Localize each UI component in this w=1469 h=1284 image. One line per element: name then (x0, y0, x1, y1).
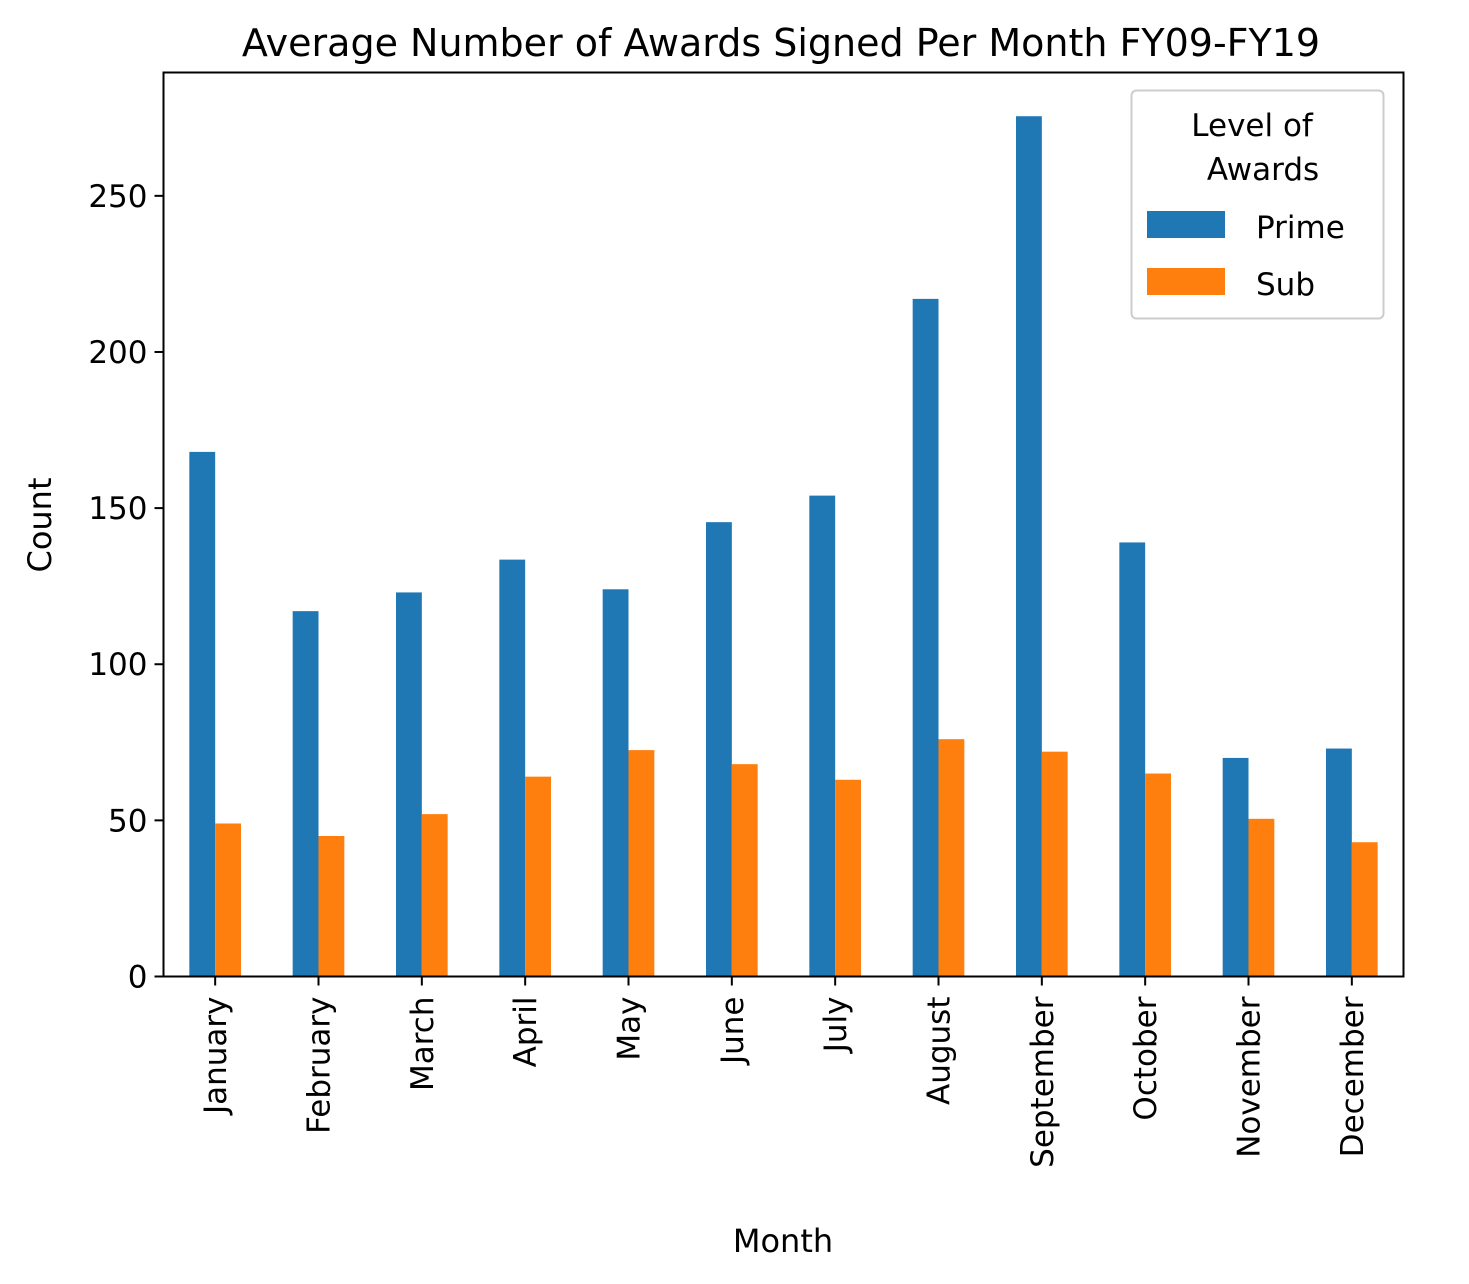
x-tick-label: January (198, 997, 234, 1117)
bar-prime-november (1222, 757, 1249, 977)
bar-prime-april (499, 559, 526, 977)
bar-prime-december (1326, 748, 1352, 977)
y-axis: 0 50 100 150 200 250 (88, 179, 164, 996)
x-tick-label: June (715, 997, 751, 1067)
legend-label-sub: Sub (1256, 267, 1315, 303)
bar-sub-august (938, 739, 965, 977)
bar-sub-july (835, 779, 861, 977)
bar-prime-march (396, 592, 422, 977)
x-axis: January February March April May June July Augu… (198, 976, 1371, 1168)
chart-title: Average Number of Awards Signed Per Mont… (242, 21, 1320, 65)
bar-sub-november (1248, 818, 1275, 977)
legend-label-prime: Prime (1256, 210, 1345, 246)
legend-swatch-sub (1147, 268, 1225, 295)
x-tick-label: August (922, 997, 958, 1106)
x-axis-label: Month (733, 1222, 833, 1260)
y-tick-label: 100 (88, 647, 147, 683)
x-tick-label: October (1128, 996, 1164, 1120)
x-tick-label: May (612, 997, 648, 1061)
legend: Level of Awards Prime Sub (1130, 89, 1385, 320)
bar-sub-february (318, 835, 345, 977)
bar-sub-january (215, 823, 241, 977)
bar-prime-september (1016, 116, 1042, 977)
bar-prime-june (706, 522, 732, 977)
y-tick-label: 50 (108, 803, 147, 839)
bar-prime-october (1119, 542, 1146, 977)
x-tick-label: March (405, 997, 441, 1092)
bar-sub-september (1041, 751, 1068, 977)
bar-prime-may (602, 589, 629, 977)
bar-prime-january (189, 451, 216, 977)
legend-swatch-prime (1147, 211, 1225, 238)
bar-sub-march (421, 814, 448, 977)
bar-sub-june (731, 764, 758, 977)
y-axis-label: Count (21, 477, 59, 572)
legend-box (1130, 89, 1385, 320)
y-tick-label: 150 (88, 491, 147, 527)
bar-prime-august (912, 298, 939, 977)
legend-title: Level of Awards (1191, 108, 1322, 188)
bar-sub-december (1351, 842, 1378, 977)
bar-prime-february (292, 611, 319, 977)
legend-title-line-2: Awards (1207, 152, 1319, 188)
x-tick-label: November (1232, 996, 1268, 1158)
bars-layer (189, 116, 1378, 977)
y-tick-label: 200 (88, 335, 147, 371)
y-tick-label: 250 (88, 179, 147, 215)
x-tick-label: July (818, 997, 854, 1055)
bar-sub-april (525, 776, 551, 977)
bar-prime-july (809, 495, 836, 977)
x-tick-label: April (508, 997, 544, 1068)
bar-sub-may (628, 750, 655, 977)
x-tick-label: February (302, 997, 338, 1134)
x-tick-label: December (1335, 996, 1371, 1157)
x-tick-label: September (1025, 996, 1061, 1168)
plot-frame (162, 71, 1405, 978)
legend-title-line-1: Level of (1191, 108, 1314, 144)
y-tick-label: 0 (128, 960, 148, 996)
bar-sub-october (1145, 773, 1171, 977)
